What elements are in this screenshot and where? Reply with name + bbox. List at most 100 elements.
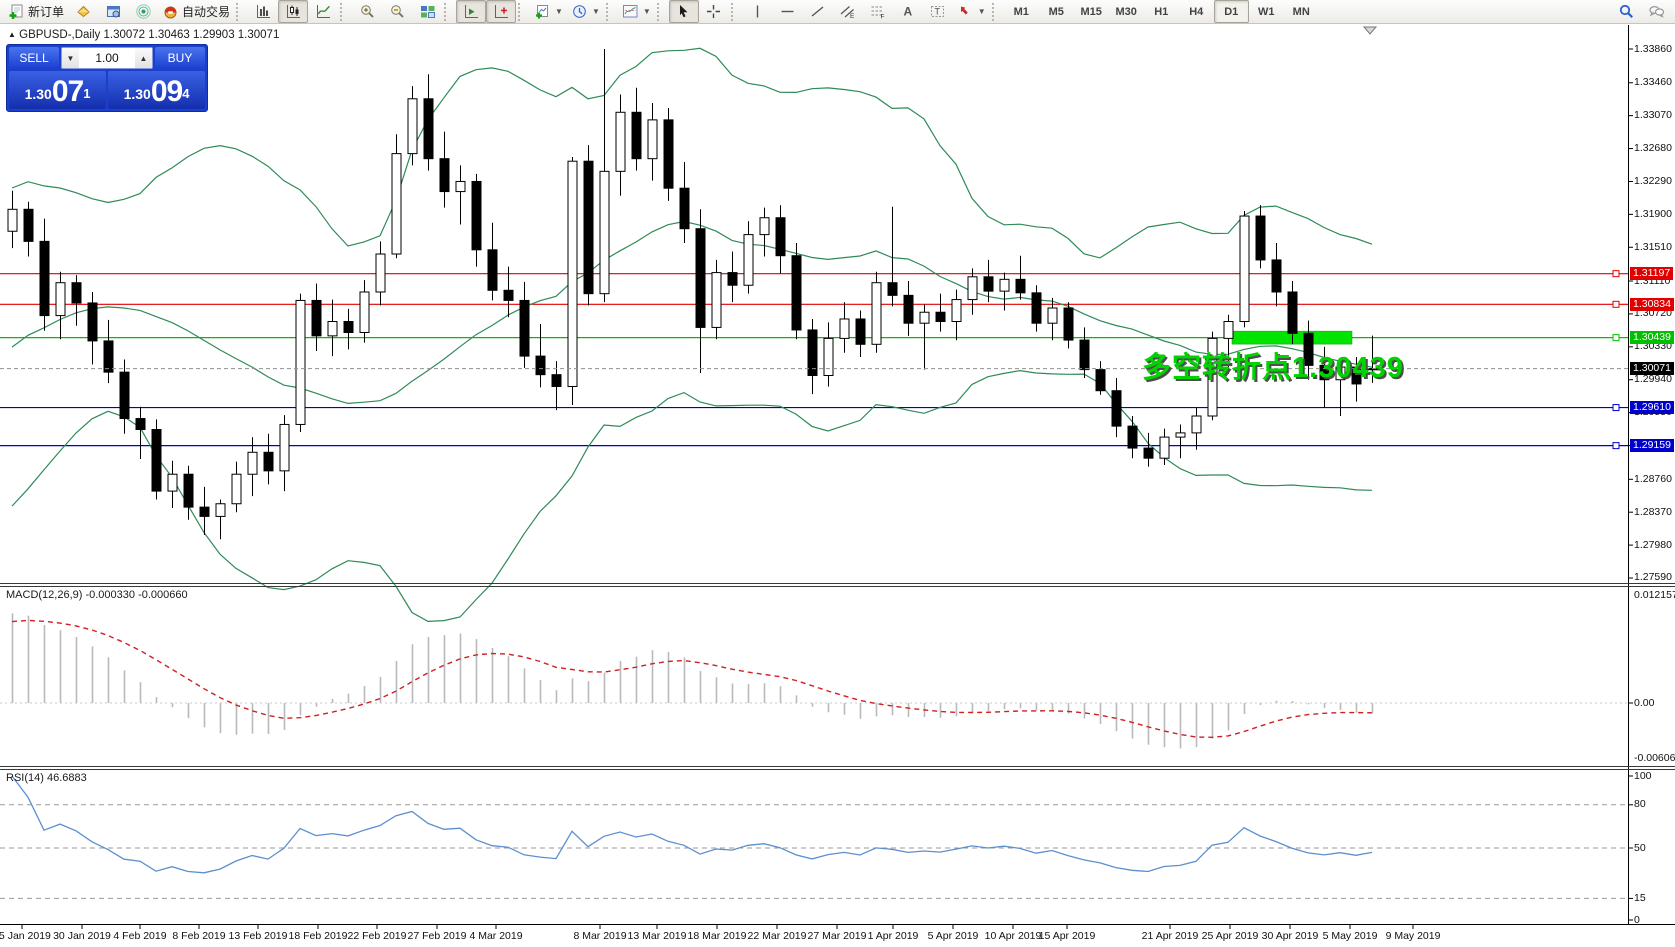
price-level-badge: 1.29610: [1630, 401, 1674, 414]
volume-increase-button[interactable]: ▲: [135, 48, 152, 68]
rsi-axis-tick: 100: [1634, 769, 1652, 782]
candle-body: [1351, 366, 1362, 385]
buy-button[interactable]: BUY: [155, 47, 205, 69]
candle-body: [519, 299, 530, 357]
chart-symbol-period: GBPUSD-,Daily: [19, 29, 101, 41]
price-level-badge: 1.30834: [1630, 298, 1674, 311]
chart-header: ▲ GBPUSD-,Daily 1.30072 1.30463 1.29903 …: [8, 29, 279, 41]
timeframe-button-h1[interactable]: H1: [1154, 5, 1169, 18]
cursor-icon: [680, 5, 688, 18]
candle-body: [1335, 366, 1346, 381]
autotrading-icon: [164, 6, 177, 19]
toolbar-grip: [991, 2, 1000, 21]
time-axis-label: 18 Feb 2019: [288, 930, 348, 942]
line-chart-button[interactable]: [308, 0, 338, 23]
time-axis-label: 10 Apr 2019: [984, 930, 1042, 942]
candle-body: [135, 418, 146, 431]
signals-button[interactable]: [128, 0, 158, 23]
candle-body: [1111, 390, 1122, 427]
candle-body: [1095, 369, 1106, 392]
macd-axis-tick: 0.012157: [1634, 589, 1675, 601]
crosshair-button[interactable]: [699, 0, 729, 23]
price-axis-tick: 1.31900: [1634, 208, 1672, 220]
market-watch-button[interactable]: [98, 0, 128, 23]
timeframe-button-h4[interactable]: H4: [1189, 5, 1204, 18]
time-axis-label: 5 May 2019: [1322, 930, 1378, 942]
candle-body: [759, 217, 770, 236]
candle-body: [567, 160, 578, 387]
trendline-button[interactable]: [803, 0, 833, 23]
timeframe-button-d1[interactable]: D1: [1213, 0, 1249, 23]
fibonacci-button[interactable]: F: [863, 0, 893, 23]
equidistant-channel-button[interactable]: E: [833, 0, 863, 23]
toolbar-grip: [340, 2, 348, 21]
zoom-out-button[interactable]: [382, 0, 412, 23]
candle-body: [263, 451, 274, 472]
text-button[interactable]: A: [893, 0, 923, 23]
profile-button[interactable]: [68, 0, 98, 23]
indicators-dropdown[interactable]: ▼: [618, 0, 655, 23]
chart-shift-button[interactable]: [486, 0, 517, 23]
time-axis-label: 27 Mar 2019: [807, 930, 867, 942]
candle-body: [1207, 337, 1218, 417]
price-axis-tick: 1.28370: [1634, 506, 1672, 518]
auto-scroll-icon: [464, 5, 478, 18]
price-axis-tick: 1.33460: [1634, 76, 1672, 88]
arrows-dropdown[interactable]: ▼: [953, 0, 990, 23]
chart-shift-marker: [1362, 26, 1378, 35]
cursor-button[interactable]: [668, 0, 699, 23]
zoom-in-button[interactable]: [352, 0, 382, 23]
candle-body: [1031, 292, 1042, 324]
time-axis-label: 22 Feb 2019: [347, 930, 407, 942]
candle-body: [711, 272, 722, 328]
time-axis-label: 9 May 2019: [1385, 930, 1441, 942]
chat-button[interactable]: [1641, 0, 1671, 23]
volume-decrease-button[interactable]: ▼: [62, 48, 79, 68]
candle-body: [1303, 332, 1314, 366]
candle-body: [1255, 215, 1266, 261]
text-label-icon: T: [931, 6, 945, 17]
current-price-badge: 1.30071: [1630, 362, 1674, 375]
chart-plot-area[interactable]: [0, 25, 1628, 582]
candlestick-chart-button[interactable]: [278, 0, 309, 23]
new-chart-dropdown[interactable]: ▼: [530, 0, 567, 23]
candle-body: [1239, 215, 1250, 323]
vertical-line-button[interactable]: [743, 0, 773, 23]
horizontal-line-button[interactable]: [773, 0, 803, 23]
buy-price-display[interactable]: 1.30 09 4: [108, 71, 205, 109]
rsi-axis-tick: 50: [1634, 841, 1646, 854]
timeframe-button-mn[interactable]: MN: [1292, 5, 1310, 18]
volume-input[interactable]: 1.00: [95, 51, 119, 65]
timeframe-button-m5[interactable]: M5: [1048, 5, 1064, 18]
macd-label: MACD(12,26,9) -0.000330 -0.000660: [6, 589, 188, 601]
candle-body: [39, 240, 50, 317]
search-button[interactable]: [1611, 0, 1641, 23]
toolbar-grip: [444, 2, 452, 21]
text-label-button[interactable]: T: [923, 0, 953, 23]
timeframe-button-w1[interactable]: W1: [1257, 5, 1275, 18]
zoom-in-icon: [360, 5, 374, 18]
candle-body: [935, 311, 946, 323]
collapse-arrow-icon[interactable]: ▲: [8, 30, 16, 39]
timeframe-button-m30[interactable]: M30: [1115, 5, 1137, 18]
price-axis-tick: 1.31510: [1634, 241, 1672, 253]
candle-body: [903, 294, 914, 324]
arrow-object-icon: [960, 6, 968, 15]
auto-scroll-button[interactable]: [456, 0, 487, 23]
tile-windows-button[interactable]: [412, 0, 442, 23]
price-axis-tick: 1.32680: [1634, 142, 1672, 154]
candle-body: [199, 506, 210, 517]
candle-body: [1319, 364, 1330, 381]
periods-dropdown[interactable]: ▼: [567, 0, 604, 23]
candle-body: [919, 311, 930, 324]
timeframe-button-m15[interactable]: M15: [1080, 5, 1102, 18]
candle-body: [343, 321, 354, 333]
sell-button[interactable]: SELL: [9, 47, 59, 69]
timeframe-button-m1[interactable]: M1: [1013, 5, 1029, 18]
candle-body: [615, 111, 626, 172]
new-order-button[interactable]: 新订单: [4, 0, 68, 23]
candle-body: [183, 473, 194, 508]
sell-price-display[interactable]: 1.30 07 1: [9, 71, 106, 109]
autotrading-button[interactable]: 自动交易: [158, 0, 234, 23]
bar-chart-button[interactable]: [248, 0, 278, 23]
